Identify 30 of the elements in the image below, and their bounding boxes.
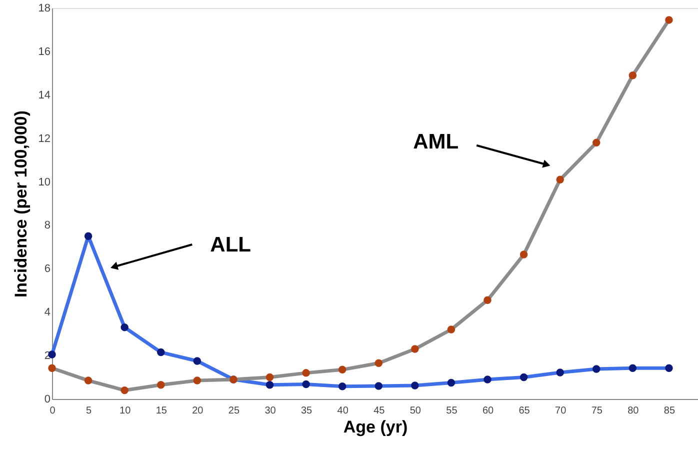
x-tick-label: 85 bbox=[664, 406, 676, 416]
x-tick-label: 20 bbox=[192, 406, 204, 416]
x-tick-label: 80 bbox=[628, 406, 640, 416]
annotation: ALL bbox=[210, 233, 252, 256]
x-tick-label: 45 bbox=[374, 406, 386, 416]
y-tick-label: 8 bbox=[44, 220, 50, 232]
x-tick-label: 60 bbox=[482, 406, 494, 416]
y-tick-label: 12 bbox=[38, 132, 50, 145]
x-tick-label: 5 bbox=[86, 406, 92, 416]
y-tick-label: 10 bbox=[38, 176, 50, 188]
y-tick-label: 6 bbox=[44, 263, 50, 276]
y-tick-label: 16 bbox=[38, 46, 50, 58]
x-tick-label: 25 bbox=[228, 406, 240, 416]
y-axis-title: Incidence (per 100,000) bbox=[11, 110, 30, 298]
x-tick-label: 75 bbox=[591, 406, 603, 416]
y-tick-label: 4 bbox=[44, 306, 50, 319]
y-tick-label: 18 bbox=[38, 2, 50, 14]
x-tick-label: 15 bbox=[156, 406, 168, 416]
annotation: AML bbox=[413, 130, 459, 154]
x-tick-label: 70 bbox=[555, 406, 567, 416]
x-tick-label: 10 bbox=[120, 406, 132, 416]
x-tick-label: 65 bbox=[518, 406, 530, 416]
x-tick-label: 40 bbox=[337, 406, 349, 416]
x-axis-title: Age (yr) bbox=[343, 418, 408, 436]
x-tick-label: 35 bbox=[300, 406, 313, 416]
x-tick-label: 55 bbox=[446, 406, 458, 416]
y-tick-label: 14 bbox=[38, 89, 50, 102]
x-tick-label: 30 bbox=[264, 406, 276, 416]
x-tick-label: 50 bbox=[410, 406, 422, 416]
y-tick-label: 0 bbox=[44, 394, 50, 406]
